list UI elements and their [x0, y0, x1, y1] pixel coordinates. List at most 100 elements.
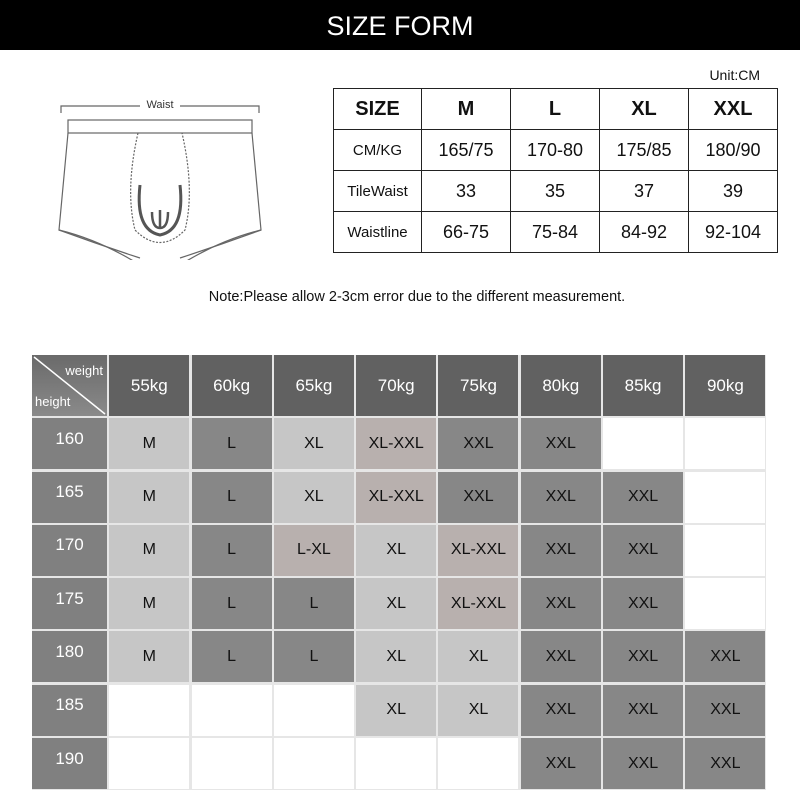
weight-axis-label: weight: [65, 363, 103, 378]
corner-cell: weight height: [32, 355, 107, 416]
size-cell: L: [191, 418, 272, 470]
waist-label: Waist: [146, 99, 173, 111]
row-label: TileWaist: [333, 170, 422, 212]
weight-header: 85kg: [603, 355, 684, 416]
size-cell: M: [109, 418, 190, 470]
size-cell: XL: [438, 684, 519, 736]
row-label: Waistline: [333, 211, 422, 253]
weight-header: 90kg: [685, 355, 766, 416]
height-header: 170: [32, 524, 107, 576]
weight-header: 75kg: [438, 355, 519, 416]
size-cell: XXL: [603, 524, 684, 576]
weight-height-chart: weight height 55kg 60kg 65kg 70kg 75kg 80kg 85…: [32, 355, 767, 791]
weight-header: 80kg: [520, 355, 601, 416]
size-cell: L-XL: [273, 524, 354, 576]
unit-label: Unit:CM: [709, 67, 760, 83]
size-cell: XXL: [520, 524, 601, 576]
size-cell: [603, 418, 684, 470]
size-cell: M: [109, 471, 190, 523]
row-label: CM/KG: [333, 129, 422, 171]
height-header: 185: [32, 684, 107, 736]
size-cell: [109, 738, 190, 790]
size-cell: [109, 684, 190, 736]
size-cell: XXL: [685, 631, 766, 683]
cell: 180/90: [688, 129, 778, 171]
size-cell: XL: [438, 631, 519, 683]
size-cell: L: [273, 631, 354, 683]
size-cell: XL: [356, 578, 437, 630]
height-header: 180: [32, 631, 107, 683]
height-header: 175: [32, 578, 107, 630]
size-cell: XL: [273, 471, 354, 523]
cell: 39: [688, 170, 778, 212]
weight-header: 60kg: [191, 355, 272, 416]
cell: 35: [510, 170, 600, 212]
cell: 84-92: [599, 211, 689, 253]
size-table: SIZE M L XL XXL CM/KG 165/75 170-80 175/85 1…: [333, 88, 778, 253]
size-cell: [685, 418, 766, 470]
size-cell: XL-XXL: [356, 418, 437, 470]
size-cell: XXL: [520, 684, 601, 736]
size-cell: XXL: [520, 471, 601, 523]
header-cell: L: [510, 88, 600, 130]
size-cell: [191, 738, 272, 790]
size-cell: L: [191, 631, 272, 683]
size-cell: XXL: [603, 631, 684, 683]
header-cell: SIZE: [333, 88, 422, 130]
cell: 170-80: [510, 129, 600, 171]
size-cell: XXL: [520, 738, 601, 790]
size-cell: XL: [356, 684, 437, 736]
size-cell: XL-XXL: [438, 578, 519, 630]
underwear-diagram: Waist: [40, 80, 280, 266]
page-title: SIZE FORM: [0, 0, 800, 50]
cell: 92-104: [688, 211, 778, 253]
cell: 75-84: [510, 211, 600, 253]
header-cell: XXL: [688, 88, 778, 130]
size-cell: L: [191, 471, 272, 523]
size-cell: [685, 524, 766, 576]
size-cell: XXL: [520, 418, 601, 470]
size-cell: [191, 684, 272, 736]
height-header: 165: [32, 471, 107, 523]
size-cell: M: [109, 578, 190, 630]
size-cell: XXL: [438, 471, 519, 523]
size-cell: XXL: [685, 684, 766, 736]
weight-header: 65kg: [273, 355, 354, 416]
size-cell: XL-XXL: [438, 524, 519, 576]
size-cell: [273, 684, 354, 736]
weight-header: 70kg: [356, 355, 437, 416]
size-cell: [273, 738, 354, 790]
size-cell: L: [191, 578, 272, 630]
table-row: TileWaist 33 35 37 39: [333, 170, 778, 212]
cell: 66-75: [421, 211, 511, 253]
size-cell: XL: [356, 631, 437, 683]
table-row: Waistline 66-75 75-84 84-92 92-104: [333, 211, 778, 253]
header-cell: M: [421, 88, 511, 130]
size-cell: XXL: [520, 578, 601, 630]
measurement-note: Note:Please allow 2-3cm error due to the…: [208, 289, 626, 305]
size-cell: XXL: [685, 738, 766, 790]
cell: 175/85: [599, 129, 689, 171]
size-cell: XXL: [603, 738, 684, 790]
height-header: 160: [32, 418, 107, 470]
cell: 37: [599, 170, 689, 212]
size-cell: L: [273, 578, 354, 630]
table-row: CM/KG 165/75 170-80 175/85 180/90: [333, 129, 778, 171]
size-cell: XL: [273, 418, 354, 470]
size-cell: XXL: [603, 471, 684, 523]
cell: 165/75: [421, 129, 511, 171]
size-cell: XL-XXL: [356, 471, 437, 523]
size-cell: [438, 738, 519, 790]
size-cell: XL: [356, 524, 437, 576]
size-cell: M: [109, 631, 190, 683]
height-axis-label: height: [35, 394, 71, 409]
weight-header: 55kg: [109, 355, 190, 416]
size-cell: XXL: [520, 631, 601, 683]
height-header: 190: [32, 738, 107, 790]
size-cell: [685, 471, 766, 523]
size-cell: M: [109, 524, 190, 576]
size-cell: L: [191, 524, 272, 576]
size-cell: [356, 738, 437, 790]
cell: 33: [421, 170, 511, 212]
size-cell: XXL: [603, 578, 684, 630]
